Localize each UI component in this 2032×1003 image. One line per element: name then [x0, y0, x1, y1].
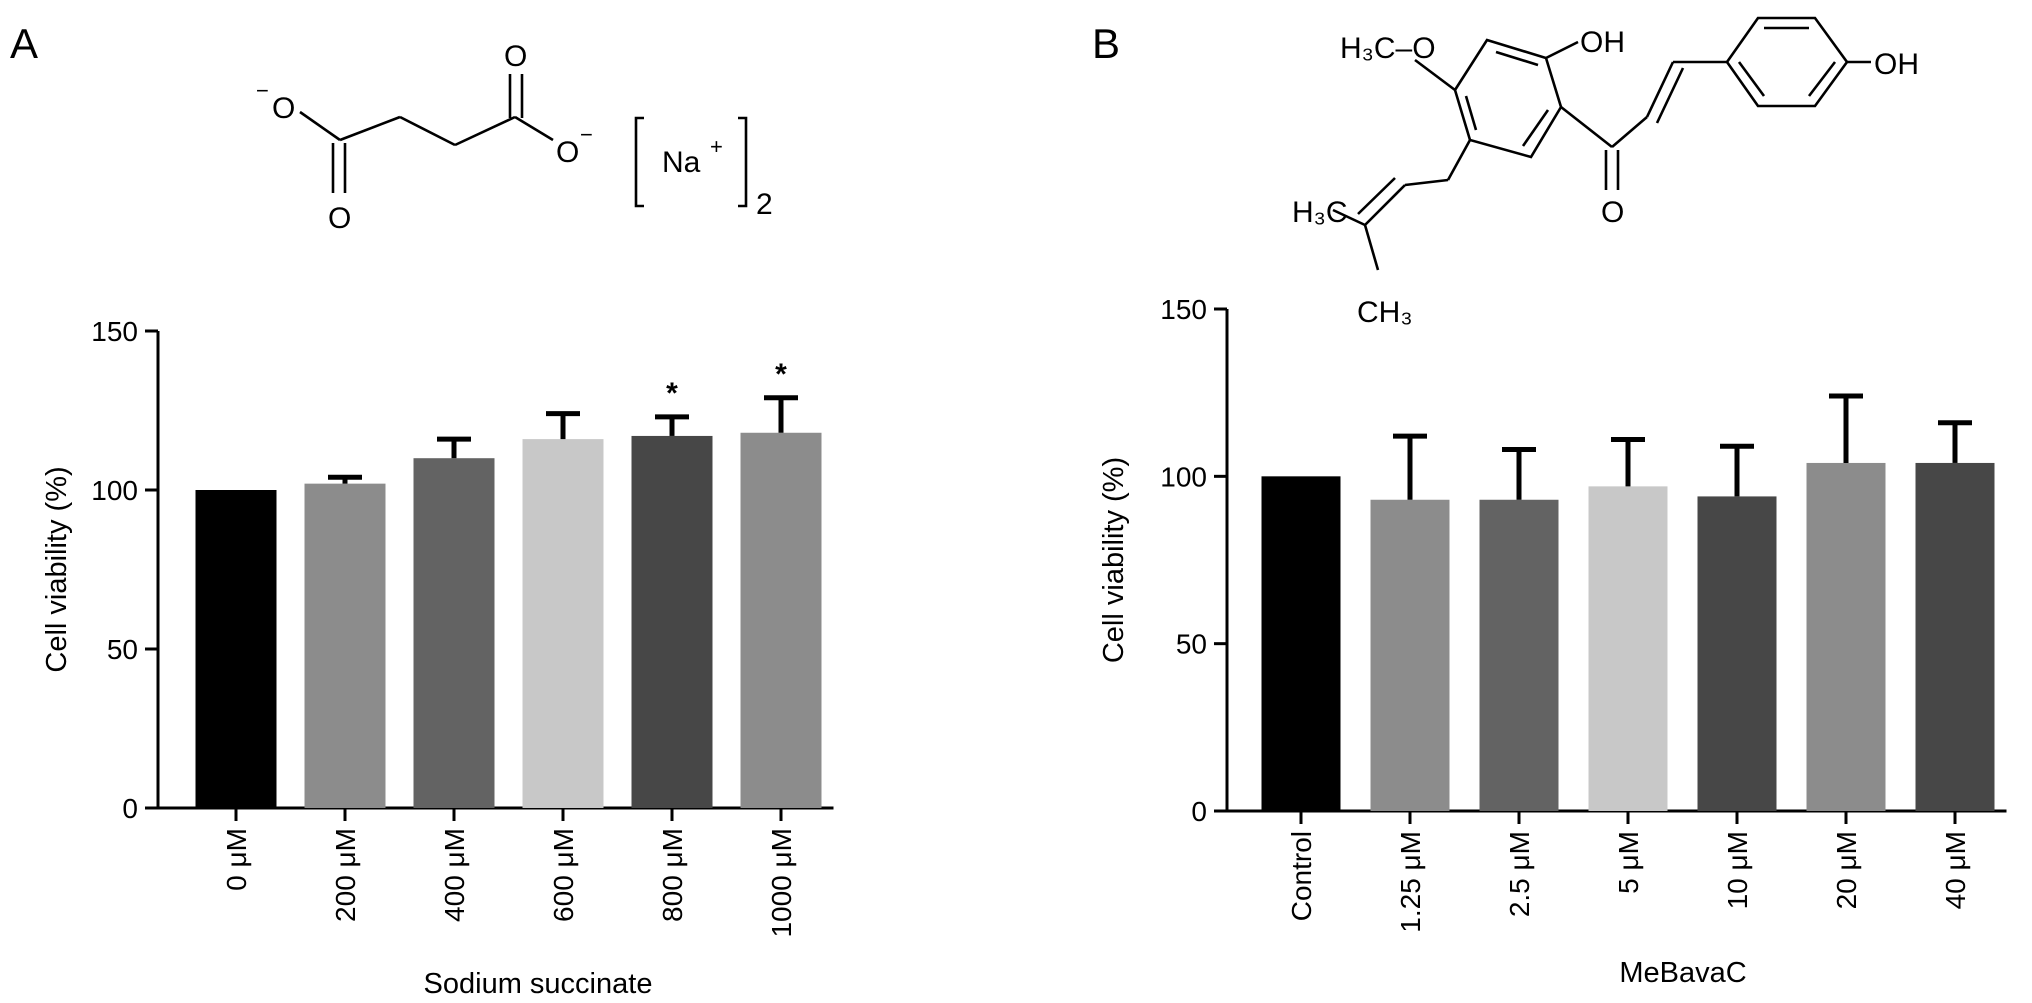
bar — [413, 458, 495, 808]
ring-double-bond — [1521, 109, 1550, 147]
bond — [1363, 224, 1380, 271]
y-tick-label: 50 — [107, 634, 138, 665]
aromatic-ring — [1725, 16, 1849, 108]
subscript-label: 2 — [756, 188, 773, 221]
x-tick-label: 0 μM — [221, 828, 252, 891]
bar — [1806, 462, 1886, 811]
bond — [514, 115, 554, 142]
bond — [1357, 177, 1396, 215]
y-tick-label: 150 — [1160, 294, 1207, 325]
bond — [1332, 208, 1366, 227]
ring-double-bond — [1464, 95, 1478, 131]
chart-b: 0 50 100 150 Cell viability (%) Control 1.25 μ… — [1098, 294, 2007, 989]
bar — [304, 483, 386, 808]
x-tick-label: 2.5 μM — [1504, 831, 1535, 917]
right-bracket — [738, 116, 748, 208]
bond — [339, 115, 401, 142]
significance-marker: * — [666, 377, 678, 410]
bond — [1404, 178, 1449, 187]
significance-marker: * — [775, 358, 787, 391]
atom-label: H₃C–O — [1340, 32, 1436, 65]
mebavac-labels: H₃C–O OH OH O H₃C CH₃ — [1292, 26, 1919, 329]
ring-double-bond — [1807, 61, 1837, 97]
aromatic-ring — [1453, 38, 1563, 159]
bar — [195, 490, 277, 808]
bond — [1655, 67, 1685, 124]
bar — [631, 435, 713, 808]
x-tick-label: 600 μM — [548, 828, 579, 922]
x-tick-label: 800 μM — [657, 828, 688, 922]
atom-label: CH₃ — [1357, 296, 1413, 329]
atom-label: O — [1601, 196, 1624, 229]
x-tick-label: 10 μM — [1722, 831, 1753, 909]
y-tick-label: 150 — [91, 316, 138, 347]
x-tick-label: 1000 μM — [766, 828, 797, 938]
bar — [1697, 496, 1777, 811]
bond — [1414, 58, 1456, 92]
left-bracket — [634, 116, 644, 208]
bond — [1645, 61, 1675, 118]
y-tick-label: 100 — [91, 475, 138, 506]
bar — [1261, 476, 1341, 811]
x-tick-label: 5 μM — [1613, 831, 1644, 894]
atom-label: − — [580, 122, 593, 147]
bar — [740, 432, 822, 808]
bond — [1545, 40, 1579, 60]
atom-label: OH — [1580, 26, 1625, 59]
x-tick-label: 1.25 μM — [1395, 831, 1426, 933]
bar — [522, 439, 604, 808]
ion-charge: + — [710, 134, 723, 159]
x-tick-label: 20 μM — [1831, 831, 1862, 909]
y-tick-label: 0 — [1191, 796, 1207, 827]
sodium-succinate-labels: − O O O O − Na + 2 — [256, 40, 773, 235]
bond — [1611, 116, 1648, 148]
bar — [1588, 486, 1668, 811]
y-axis-title: Cell viability (%) — [1098, 457, 1130, 663]
ion-label: Na — [662, 146, 701, 179]
panel-a-letter: A — [10, 20, 38, 67]
y-tick-label: 100 — [1160, 461, 1207, 492]
bar — [1915, 462, 1995, 811]
atom-label: O — [272, 92, 295, 125]
sodium-succinate-structure — [299, 74, 748, 208]
bar — [1479, 499, 1559, 811]
atom-label: − — [256, 78, 269, 103]
x-tick-label: 400 μM — [439, 828, 470, 922]
bond — [299, 110, 341, 142]
atom-label: OH — [1874, 48, 1919, 81]
ring-double-bond — [1495, 50, 1539, 67]
y-tick-label: 0 — [122, 793, 138, 824]
bond — [399, 115, 456, 147]
x-tick-label: Control — [1286, 831, 1317, 921]
ring-double-bond — [1737, 61, 1766, 97]
x-axis-title: Sodium succinate — [424, 968, 653, 1000]
y-axis-title: Cell viability (%) — [41, 466, 73, 672]
mebavac-structure — [1332, 16, 1871, 271]
chart-a: 0 50 100 150 Cell viability (%) 0 μM 200 μM 400… — [41, 316, 834, 1000]
bond — [1560, 105, 1613, 149]
atom-label: O — [556, 136, 579, 169]
bar — [1370, 499, 1450, 811]
y-tick-label: 50 — [1176, 629, 1207, 660]
bond — [454, 115, 516, 147]
x-tick-label: 40 μM — [1940, 831, 1971, 909]
bond — [1446, 139, 1472, 181]
atom-label: O — [504, 40, 527, 73]
x-tick-label: 200 μM — [330, 828, 361, 922]
panel-b-letter: B — [1092, 20, 1120, 67]
atom-label: H₃C — [1292, 196, 1348, 229]
bond — [1364, 184, 1406, 226]
x-axis-title: MeBavaC — [1619, 957, 1746, 989]
atom-label: O — [328, 202, 351, 235]
